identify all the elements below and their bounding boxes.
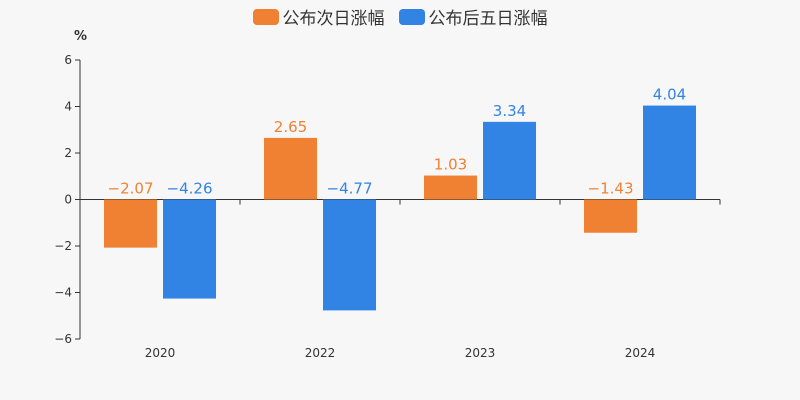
- y-tick-label: −6: [54, 332, 72, 346]
- x-tick-label: 2020: [145, 346, 176, 360]
- y-tick-label: 6: [64, 53, 72, 67]
- data-label: −2.07: [108, 180, 154, 198]
- bar-five-day: [163, 199, 216, 299]
- data-label: 3.34: [493, 102, 526, 120]
- y-tick-label: −2: [54, 239, 72, 253]
- data-label: −4.77: [327, 180, 373, 198]
- data-label: 4.04: [653, 86, 686, 104]
- bar-next-day: [584, 199, 637, 233]
- y-tick-label: 2: [64, 146, 72, 160]
- legend-swatch-next-day: [252, 8, 279, 25]
- data-label: 1.03: [434, 156, 467, 174]
- y-tick-label: 0: [64, 193, 72, 207]
- data-label: 2.65: [274, 118, 307, 136]
- bar-next-day: [104, 199, 157, 248]
- legend-label-next-day: 公布次日涨幅: [282, 9, 385, 29]
- legend-item-five-day[interactable]: 公布后五日涨幅: [398, 4, 548, 29]
- legend-label-five-day: 公布后五日涨幅: [428, 9, 548, 29]
- bar-five-day: [323, 199, 376, 311]
- data-label: −1.43: [588, 180, 634, 198]
- bar-next-day: [424, 175, 477, 200]
- legend-item-next-day[interactable]: 公布次日涨幅: [252, 4, 385, 29]
- data-label: −4.26: [167, 180, 213, 198]
- bar-next-day: [264, 137, 317, 200]
- bar-five-day: [483, 121, 536, 200]
- x-tick-label: 2023: [465, 346, 496, 360]
- x-tick-label: 2022: [305, 346, 336, 360]
- x-tick-label: 2024: [625, 346, 656, 360]
- y-axis-unit-label: %: [74, 29, 88, 44]
- legend-swatch-five-day: [398, 8, 425, 25]
- legend: 公布次日涨幅 公布后五日涨幅: [0, 4, 800, 29]
- y-tick-label: −4: [54, 286, 72, 300]
- y-tick-label: 4: [64, 100, 72, 114]
- bar-five-day: [643, 105, 696, 200]
